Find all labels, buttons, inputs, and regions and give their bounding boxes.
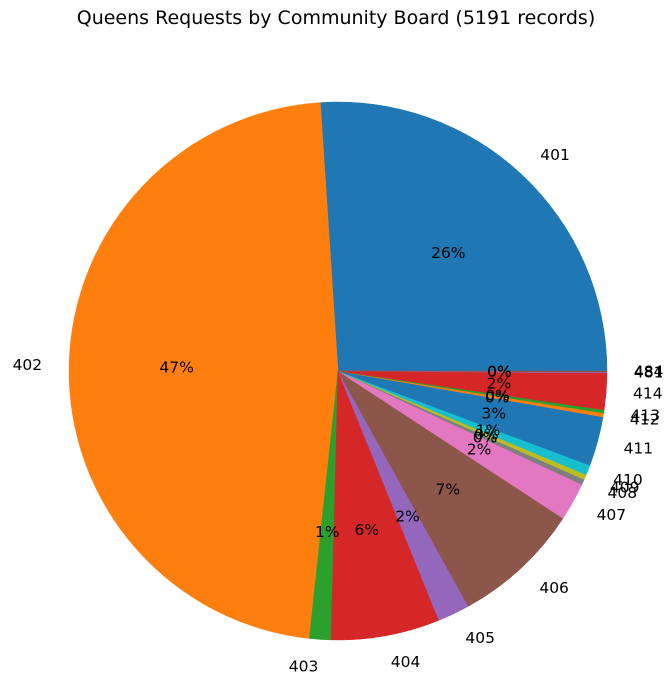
slice-label-412: 412 (630, 410, 660, 428)
slice-percent-407: 2% (467, 440, 492, 458)
slice-label-406: 406 (539, 579, 569, 597)
slice-percent-484: 0% (487, 362, 512, 380)
pie-slice-401 (320, 101, 608, 372)
slice-percent-403: 1% (315, 523, 340, 541)
slice-percent-413: 0% (485, 386, 510, 404)
slice-label-481: 481 (634, 364, 664, 382)
slice-percent-404: 6% (355, 521, 380, 539)
pie-slice-404 (330, 370, 440, 641)
slice-percent-408: 0% (473, 429, 498, 447)
slice-label-408: 408 (608, 484, 638, 502)
slice-percent-401: 26% (431, 244, 465, 262)
slice-percent-410: 1% (476, 421, 501, 439)
slice-label-409: 409 (610, 479, 640, 497)
slice-label-413: 413 (631, 407, 661, 425)
pie-slices (68, 101, 608, 641)
slice-percent-481: 0% (487, 363, 512, 381)
slice-label-407: 407 (597, 506, 627, 524)
pie-slice-484 (337, 370, 608, 373)
slice-label-414: 414 (633, 385, 663, 403)
slice-percent-402: 47% (159, 359, 193, 377)
pie-labels: 401 26% 402 47% 403 1% 404 6% 405 2% 406 7% 407 2% 408… (13, 146, 664, 675)
slice-percent-414: 2% (487, 374, 512, 392)
slice-label-405: 405 (465, 629, 495, 647)
slice-label-410: 410 (613, 471, 643, 489)
slice-percent-409: 0% (474, 426, 499, 444)
slice-percent-405: 2% (395, 508, 420, 526)
slice-label-401: 401 (540, 146, 570, 164)
slice-label-411: 411 (624, 440, 654, 458)
slice-label-484: 484 (634, 363, 664, 381)
slice-label-403: 403 (289, 657, 319, 675)
slice-label-402: 402 (13, 356, 43, 374)
slice-percent-411: 3% (481, 404, 506, 422)
slice-percent-406: 7% (436, 480, 461, 498)
slice-percent-412: 0% (485, 388, 510, 406)
chart-title: Queens Requests by Community Board (5191… (77, 7, 596, 29)
pie-slice-406 (337, 370, 564, 607)
slice-label-404: 404 (391, 653, 421, 671)
pie-slice-402 (68, 102, 339, 639)
